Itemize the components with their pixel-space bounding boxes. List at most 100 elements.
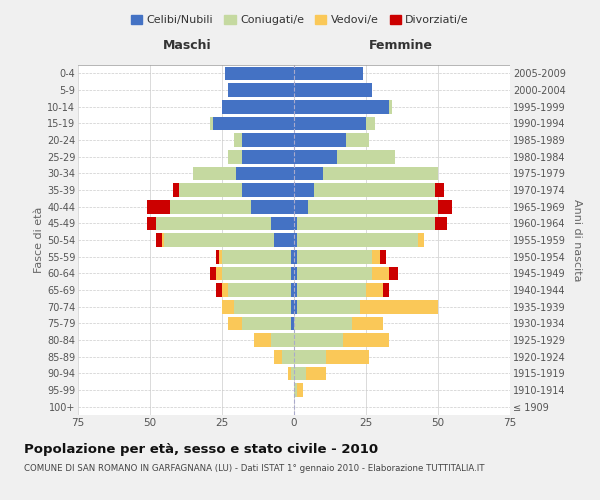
Bar — [389, 266, 398, 280]
Bar — [294, 233, 297, 247]
Bar — [346, 133, 369, 147]
Bar — [216, 283, 222, 297]
Bar — [291, 283, 294, 297]
Bar — [294, 200, 308, 213]
Bar — [161, 233, 164, 247]
Bar — [254, 333, 271, 347]
Bar — [219, 250, 222, 264]
Bar — [271, 333, 294, 347]
Bar — [435, 216, 446, 230]
Bar — [366, 283, 383, 297]
Bar — [222, 100, 294, 114]
Bar — [222, 266, 291, 280]
Y-axis label: Anni di nascita: Anni di nascita — [572, 198, 583, 281]
Bar — [147, 200, 170, 213]
Bar — [170, 200, 251, 213]
Bar — [291, 366, 294, 380]
Bar — [326, 350, 369, 364]
Bar — [372, 250, 380, 264]
Bar — [305, 366, 326, 380]
Bar — [291, 250, 294, 264]
Bar — [294, 366, 305, 380]
Bar — [337, 150, 395, 164]
Bar — [297, 233, 418, 247]
Bar — [156, 216, 271, 230]
Bar — [242, 183, 294, 197]
Bar — [228, 150, 242, 164]
Bar — [228, 283, 291, 297]
Bar — [164, 233, 274, 247]
Bar — [294, 350, 326, 364]
Bar — [147, 216, 156, 230]
Bar — [308, 200, 438, 213]
Text: Maschi: Maschi — [163, 38, 212, 52]
Bar — [179, 183, 242, 197]
Bar — [294, 300, 297, 314]
Bar — [156, 233, 161, 247]
Bar — [193, 166, 236, 180]
Bar — [236, 166, 294, 180]
Text: Femmine: Femmine — [368, 38, 433, 52]
Bar — [294, 100, 389, 114]
Legend: Celibi/Nubili, Coniugati/e, Vedovi/e, Divorziati/e: Celibi/Nubili, Coniugati/e, Vedovi/e, Di… — [127, 10, 473, 30]
Bar — [372, 266, 389, 280]
Bar — [251, 200, 294, 213]
Text: COMUNE DI SAN ROMANO IN GARFAGNANA (LU) - Dati ISTAT 1° gennaio 2010 - Elaborazi: COMUNE DI SAN ROMANO IN GARFAGNANA (LU) … — [24, 464, 485, 473]
Bar — [294, 133, 346, 147]
Bar — [366, 116, 374, 130]
Bar — [435, 183, 444, 197]
Bar — [222, 250, 291, 264]
Bar — [380, 250, 386, 264]
Bar — [228, 316, 242, 330]
Bar — [294, 316, 352, 330]
Bar — [274, 233, 294, 247]
Bar — [211, 116, 214, 130]
Bar — [418, 233, 424, 247]
Bar — [173, 183, 179, 197]
Bar — [242, 133, 294, 147]
Bar — [438, 200, 452, 213]
Bar — [297, 283, 366, 297]
Bar — [294, 150, 337, 164]
Bar — [294, 266, 297, 280]
Bar — [297, 266, 372, 280]
Bar — [274, 350, 283, 364]
Bar — [211, 266, 216, 280]
Bar — [214, 116, 294, 130]
Bar — [352, 316, 383, 330]
Bar — [323, 166, 438, 180]
Bar — [383, 283, 389, 297]
Bar — [233, 300, 291, 314]
Bar — [228, 83, 294, 97]
Bar — [233, 133, 242, 147]
Y-axis label: Fasce di età: Fasce di età — [34, 207, 44, 273]
Bar — [222, 300, 233, 314]
Bar — [283, 350, 294, 364]
Bar — [297, 300, 360, 314]
Bar — [291, 316, 294, 330]
Bar — [314, 183, 435, 197]
Bar — [216, 266, 222, 280]
Bar — [225, 66, 294, 80]
Bar — [294, 83, 372, 97]
Bar — [297, 383, 302, 397]
Bar — [389, 100, 392, 114]
Bar — [360, 300, 438, 314]
Bar — [288, 366, 291, 380]
Bar — [216, 250, 219, 264]
Bar — [294, 333, 343, 347]
Bar — [294, 116, 366, 130]
Bar — [294, 383, 297, 397]
Bar — [242, 150, 294, 164]
Bar — [294, 166, 323, 180]
Bar — [297, 216, 435, 230]
Bar — [343, 333, 389, 347]
Bar — [222, 283, 228, 297]
Bar — [294, 66, 363, 80]
Bar — [297, 250, 372, 264]
Bar — [294, 183, 314, 197]
Bar — [271, 216, 294, 230]
Bar — [294, 250, 297, 264]
Bar — [242, 316, 291, 330]
Bar — [294, 283, 297, 297]
